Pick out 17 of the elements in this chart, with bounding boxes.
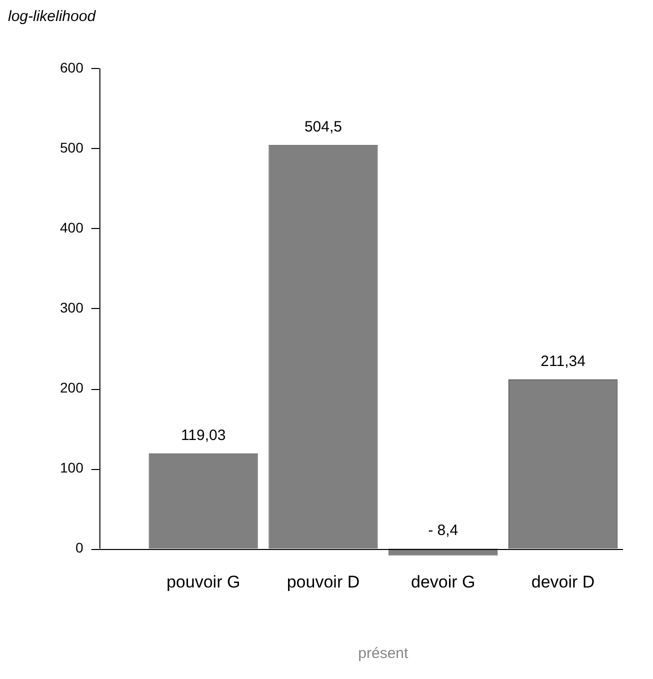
y-tick-label: 300 xyxy=(60,299,84,316)
y-tick-label: 0 xyxy=(76,539,84,556)
y-tick-label: 100 xyxy=(60,459,84,476)
x-axis-title: présent xyxy=(358,645,410,662)
y-tick-label: 400 xyxy=(60,219,84,236)
data-label: 504,5 xyxy=(304,118,342,136)
data-label: - 8,4 xyxy=(428,522,458,540)
y-tick-label: 500 xyxy=(60,139,84,156)
y-tick-label: 200 xyxy=(60,379,84,396)
y-axis-title: log-likelihood xyxy=(8,8,96,26)
x-tick-label: devoir D xyxy=(531,572,595,592)
x-tick-label: pouvoir G xyxy=(166,572,240,592)
data-label: 119,03 xyxy=(180,426,226,444)
data-label: 211,34 xyxy=(540,353,586,370)
y-tick-label: 600 xyxy=(60,59,84,76)
x-tick-label: devoir G xyxy=(411,572,476,592)
x-tick-label: pouvoir D xyxy=(286,572,360,592)
